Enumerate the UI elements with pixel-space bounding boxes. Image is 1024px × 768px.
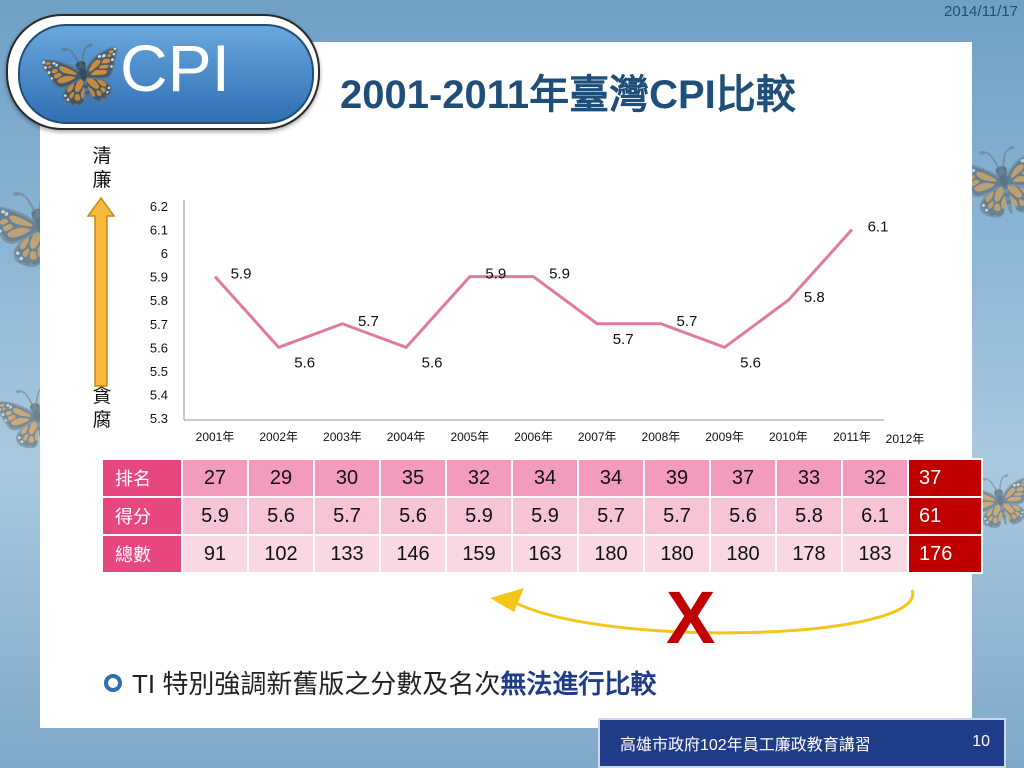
table-cell: 180 [643,534,711,574]
table-cell: 29 [247,458,315,498]
y-tick-label: 5.6 [150,340,168,355]
data-label: 5.7 [358,313,379,330]
cpi-logo: 🦋 CPI [6,14,320,130]
data-label: 5.7 [676,313,697,330]
table-cell: 5.7 [577,496,645,536]
clean-label: 清廉 [92,145,112,191]
x-tick-label: 2007年 [578,430,617,444]
data-label: 5.6 [422,354,443,371]
table-cell: 5.6 [379,496,447,536]
y-tick-label: 6.2 [150,199,168,214]
y-tick-label: 6.1 [150,223,168,238]
corrupt-label: 貪腐 [92,385,112,431]
x-tick-label: 2003年 [323,430,362,444]
y-tick-label: 5.7 [150,317,168,332]
highlight-cell: 176 [907,534,983,574]
table-row: 總數 91 102 133 146 159 163 180 180 180 178 183 176 [101,534,983,574]
y-tick-label: 5.3 [150,411,168,426]
table-cell: 5.8 [775,496,843,536]
footer-text: 高雄市政府102年員工廉政教育講習 [620,737,871,754]
table-cell: 180 [709,534,777,574]
data-label: 6.1 [868,219,889,236]
table-cell: 34 [577,458,645,498]
x-tick-label: 2010年 [769,430,808,444]
cpi-series-line [213,228,854,349]
footer-bar: 高雄市政府102年員工廉政教育講習 10 [598,718,1006,768]
slide-date: 2014/11/17 [944,3,1018,20]
y-tick-label: 5.5 [150,364,168,379]
x-tick-label: 2009年 [705,430,744,444]
table-cell: 133 [313,534,381,574]
slide-title: 2001-2011年臺灣CPI比較 [340,73,796,117]
y-tick-label: 6 [161,246,168,261]
bullet-point: TI 特別強調新舊版之分數及名次無法進行比較 [104,664,656,701]
bullet-icon [104,674,122,693]
row-header: 排名 [101,458,183,498]
data-label: 5.7 [613,331,634,348]
x-tick-label: 2001年 [196,430,235,444]
table-cell: 27 [181,458,249,498]
table-cell: 5.7 [643,496,711,536]
x-tick-label: 2002年 [259,430,298,444]
y-tick-label: 5.4 [150,387,168,402]
table-cell: 91 [181,534,249,574]
up-arrow-icon [86,196,116,387]
table-cell: 146 [379,534,447,574]
x-tick-label: 2008年 [642,430,681,444]
bullet-emphasis: 無法進行比較 [500,669,657,699]
table-cell: 30 [313,458,381,498]
x-tick-label: 2004年 [387,430,426,444]
table-cell: 183 [841,534,909,574]
table-cell: 102 [247,534,315,574]
table-cell: 5.7 [313,496,381,536]
table-cell: 5.9 [511,496,579,536]
y-tick-label: 5.8 [150,293,168,308]
table-cell: 33 [775,458,843,498]
table-cell: 37 [709,458,777,498]
table-cell: 35 [379,458,447,498]
data-label: 5.9 [231,266,252,283]
cpi-logo-badge: 🦋 CPI [18,24,314,124]
table-row: 排名 27 29 30 35 32 34 34 39 37 33 32 37 [101,458,983,498]
table-cell: 6.1 [841,496,909,536]
table-cell: 39 [643,458,711,498]
highlight-cell: 37 [907,458,983,498]
x-tick-label: 2006年 [514,430,553,444]
table-cell: 180 [577,534,645,574]
x-tick-label: 2005年 [450,430,489,444]
x-mark-icon: X [666,576,716,659]
data-label: 5.8 [804,289,825,306]
table-cell: 178 [775,534,843,574]
data-label: 5.6 [740,354,761,371]
table-cell: 5.6 [709,496,777,536]
row-header: 總數 [101,534,183,574]
cpi-table: 排名 27 29 30 35 32 34 34 39 37 33 32 37 得分 5.9 5.6 5.7 5.6… [101,458,983,574]
table-cell: 32 [445,458,513,498]
page-number: 10 [972,733,990,750]
logo-text: CPI [120,31,231,105]
data-label: 5.9 [549,266,570,283]
data-label: 5.9 [485,266,506,283]
x-tick-label-extra: 2012年 [886,432,925,446]
y-tick-label: 5.9 [150,270,168,285]
table-cell: 159 [445,534,513,574]
table-cell: 5.9 [181,496,249,536]
butterfly-logo-icon: 🦋 [36,32,124,114]
table-cell: 5.9 [445,496,513,536]
table-row: 得分 5.9 5.6 5.7 5.6 5.9 5.9 5.7 5.7 5.6 5.8 6.1 61 [101,496,983,536]
table-cell: 163 [511,534,579,574]
table-cell: 5.6 [247,496,315,536]
cpi-line-chart: 6.2 6.1 6 5.9 5.8 5.7 5.6 5.5 5.4 5.3 2001年 2002年 20… [150,199,925,446]
data-label: 5.6 [294,354,315,371]
table-cell: 34 [511,458,579,498]
bullet-text: TI 特別強調新舊版之分數及名次 [132,669,501,699]
table-cell: 32 [841,458,909,498]
x-tick-label: 2011年 [833,430,871,444]
row-header: 得分 [101,496,183,536]
highlight-cell: 61 [907,496,983,536]
